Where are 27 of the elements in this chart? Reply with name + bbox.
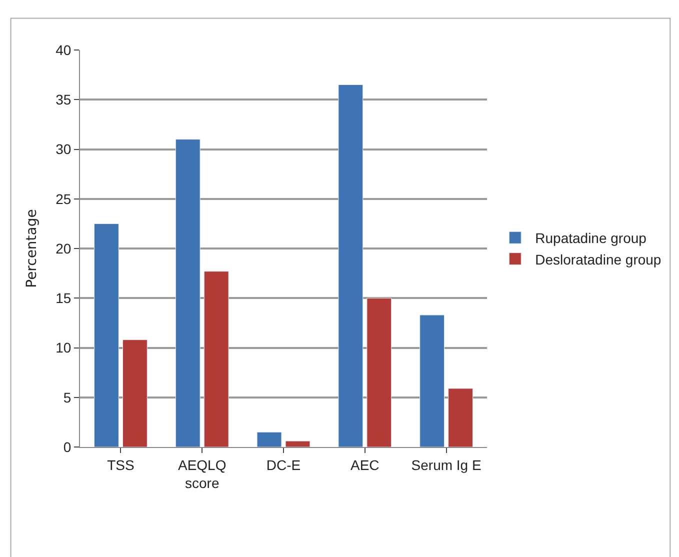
bar xyxy=(94,223,119,447)
x-tick-label: AEQLQ score xyxy=(178,456,226,491)
y-axis-title: Percentage xyxy=(24,209,40,288)
y-tick-label: 35 xyxy=(56,92,72,108)
bar xyxy=(366,298,392,447)
x-tick-label: AEC xyxy=(350,456,380,473)
bar xyxy=(338,84,364,447)
y-tick-label: 40 xyxy=(56,42,72,58)
legend-label: Desloratadine group xyxy=(535,251,662,268)
y-tick-label: 25 xyxy=(56,190,72,207)
bar xyxy=(420,314,445,447)
x-tick-label: Serum Ig E xyxy=(411,456,482,473)
y-tick-label: 30 xyxy=(56,141,72,158)
x-tick-label: DC-E xyxy=(266,456,301,473)
bar xyxy=(256,432,282,447)
bar xyxy=(175,139,200,447)
bar xyxy=(285,440,310,447)
bar xyxy=(448,388,474,447)
y-tick-label: 0 xyxy=(63,438,72,455)
y-tick-label: 5 xyxy=(63,389,72,406)
legend-label: Rupatadine group xyxy=(535,230,647,246)
x-tick-label: TSS xyxy=(107,456,134,473)
bar xyxy=(204,271,229,447)
bar xyxy=(122,340,148,447)
y-tick-label: 10 xyxy=(56,340,72,356)
y-tick-label: 20 xyxy=(56,240,72,256)
y-tick-label: 15 xyxy=(56,290,72,306)
